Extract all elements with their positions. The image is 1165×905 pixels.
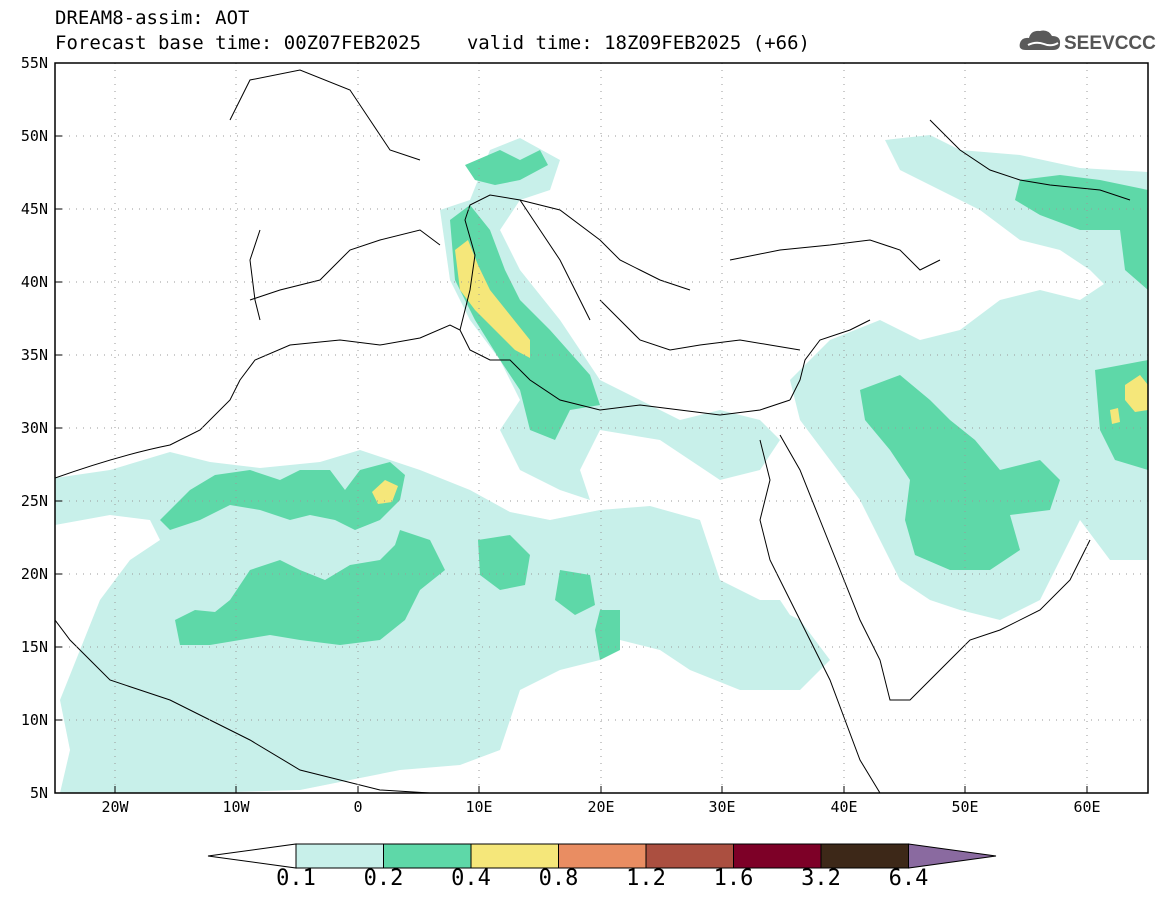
colorbar-bin (470, 843, 559, 869)
lat-label: 20N (21, 565, 48, 583)
colorbar-bin (295, 843, 384, 869)
colorbar-label: 0.1 (276, 866, 316, 891)
lat-label: 5N (30, 784, 48, 802)
colorbar (207, 843, 997, 869)
colorbar-label: 1.2 (626, 866, 666, 891)
lon-label: 10E (465, 798, 492, 816)
time-info: Forecast base time: 00Z07FEB2025 valid t… (55, 33, 810, 53)
lat-label: 15N (21, 638, 48, 656)
colorbar-bin (820, 843, 909, 869)
lon-label: 60E (1073, 798, 1100, 816)
lat-label: 50N (21, 127, 48, 145)
lon-labels: 20W 10W 0 10E 20E 30E 40E 50E 60E (101, 798, 1100, 816)
lat-label: 40N (21, 273, 48, 291)
lat-label: 25N (21, 492, 48, 510)
colorbar-label: 6.4 (888, 866, 929, 891)
aot-level-0.4 (372, 240, 1148, 504)
colorbar-label: 3.2 (801, 866, 841, 891)
colorbar-bin (383, 843, 472, 869)
colorbar-bin (733, 843, 822, 869)
lon-label: 40E (830, 798, 857, 816)
map-title: DREAM8-assim: AOT (55, 7, 250, 29)
lon-label: 0 (353, 798, 362, 816)
colorbar-label: 0.4 (451, 866, 491, 891)
coastlines (55, 69, 1131, 793)
lat-label: 30N (21, 419, 48, 437)
logo-text: SEEVCCC (1064, 33, 1156, 54)
colorbar-label: 0.8 (538, 866, 579, 891)
graticule (55, 63, 1148, 793)
aot-shading (55, 135, 1148, 793)
lat-label: 10N (21, 711, 48, 729)
colorbar-under-triangle (207, 843, 297, 869)
lat-label: 35N (21, 346, 48, 364)
base-time-label: Forecast base time: 00Z07FEB2025 (55, 32, 422, 54)
colorbar-over-triangle (908, 843, 997, 869)
lat-label: 45N (21, 200, 48, 218)
lon-label: 30E (708, 798, 735, 816)
colorbar-label: 1.6 (713, 866, 754, 891)
cloud-icon: SEEVCCC (1019, 30, 1156, 54)
axis-ticks (55, 62, 1088, 794)
lat-labels: 55N 50N 45N 40N 35N 30N 25N 20N 15N 10N … (21, 54, 48, 802)
lon-label: 20W (101, 798, 129, 816)
seevccc-logo: SEEVCCC (1018, 22, 1158, 58)
lon-label: 50E (951, 798, 978, 816)
lon-label: 20E (587, 798, 614, 816)
colorbar-label: 0.2 (363, 866, 404, 891)
valid-time-label: valid time: 18Z09FEB2025 (+66) (466, 32, 810, 54)
lon-label: 10W (222, 798, 250, 816)
lat-label: 55N (21, 54, 48, 72)
colorbar-bin (558, 843, 647, 869)
colorbar-bin (645, 843, 734, 869)
